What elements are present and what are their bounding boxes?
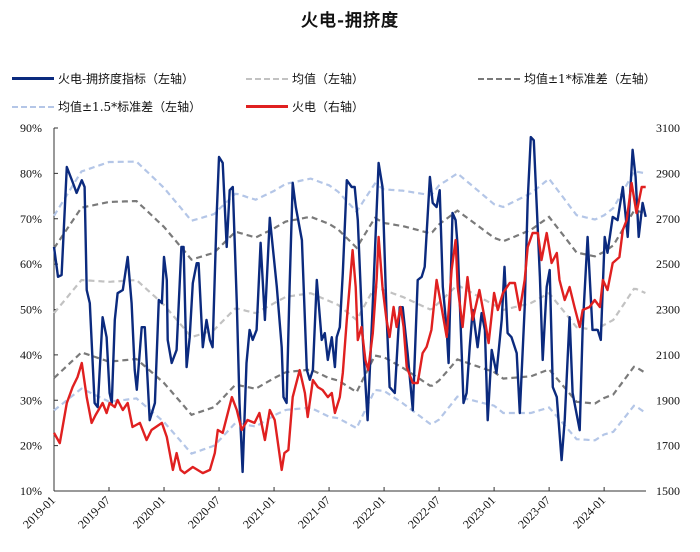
y-left-tick-label: 10% bbox=[20, 484, 42, 498]
x-tick-label: 2024-01 bbox=[570, 493, 608, 531]
series-congestion-index bbox=[52, 135, 647, 474]
x-tick-label: 2022-07 bbox=[405, 493, 443, 531]
legend-swatch-sd1 bbox=[478, 77, 520, 80]
y-left-tick-label: 60% bbox=[20, 257, 42, 271]
legend-label-sd15: 均值±1.5*标准差（左轴） bbox=[58, 100, 202, 114]
legend-item-sd15: 均值±1.5*标准差（左轴） bbox=[12, 98, 201, 115]
x-tick-label: 2019-01 bbox=[20, 493, 58, 531]
legend-swatch-index bbox=[12, 77, 54, 80]
legend-item-price: 火电（右轴） bbox=[246, 98, 364, 115]
legend-swatch-sd15 bbox=[12, 105, 54, 108]
y-left-tick-label: 40% bbox=[20, 348, 42, 362]
x-tick-label: 2021-07 bbox=[295, 493, 333, 531]
x-tick-label: 2022-01 bbox=[350, 493, 388, 531]
x-tick-label: 2020-07 bbox=[185, 493, 223, 531]
legend-label-sd1: 均值±1*标准差（左轴） bbox=[524, 72, 656, 86]
x-tick-label: 2020-01 bbox=[130, 493, 168, 531]
x-tick-label: 2023-07 bbox=[515, 493, 553, 531]
x-tick-label: 2019-07 bbox=[75, 493, 113, 531]
y-left-tick-label: 20% bbox=[20, 439, 42, 453]
y-right-tick-label: 2500 bbox=[656, 257, 680, 271]
legend-label-mean: 均值（左轴） bbox=[292, 72, 365, 86]
legend-item-index: 火电-拥挤度指标（左轴） bbox=[12, 70, 194, 87]
legend-item-sd1: 均值±1*标准差（左轴） bbox=[478, 70, 656, 87]
legend-label-price: 火电（右轴） bbox=[292, 100, 365, 114]
y-right-tick-label: 2700 bbox=[656, 212, 680, 226]
y-right-tick-label: 2300 bbox=[656, 303, 680, 317]
x-tick-label: 2023-01 bbox=[460, 493, 498, 531]
legend-swatch-mean bbox=[246, 77, 288, 80]
series-mean-plus-1.5sd bbox=[53, 160, 646, 223]
y-left-tick-label: 80% bbox=[20, 166, 42, 180]
series-mean-plus-1sd bbox=[53, 200, 646, 261]
legend-swatch-price bbox=[246, 105, 288, 108]
y-right-tick-label: 2900 bbox=[656, 166, 680, 180]
y-left-tick-label: 50% bbox=[20, 303, 42, 317]
y-right-tick-label: 1900 bbox=[656, 393, 680, 407]
y-left-tick-label: 70% bbox=[20, 212, 42, 226]
chart-title: 火电-拥挤度 bbox=[300, 11, 400, 31]
y-left-tick-label: 90% bbox=[20, 121, 42, 135]
y-right-tick-label: 3100 bbox=[656, 121, 680, 135]
y-right-tick-label: 1700 bbox=[656, 439, 680, 453]
legend-label-index: 火电-拥挤度指标（左轴） bbox=[58, 72, 195, 86]
series-mean-minus-1sd bbox=[53, 351, 646, 417]
y-right-tick-label: 2100 bbox=[656, 348, 680, 362]
series-thermal-power-price bbox=[52, 181, 646, 475]
y-left-tick-label: 30% bbox=[20, 393, 42, 407]
legend-item-mean: 均值（左轴） bbox=[246, 70, 364, 87]
x-tick-label: 2021-01 bbox=[240, 493, 278, 531]
y-right-tick-label: 1500 bbox=[656, 484, 680, 498]
